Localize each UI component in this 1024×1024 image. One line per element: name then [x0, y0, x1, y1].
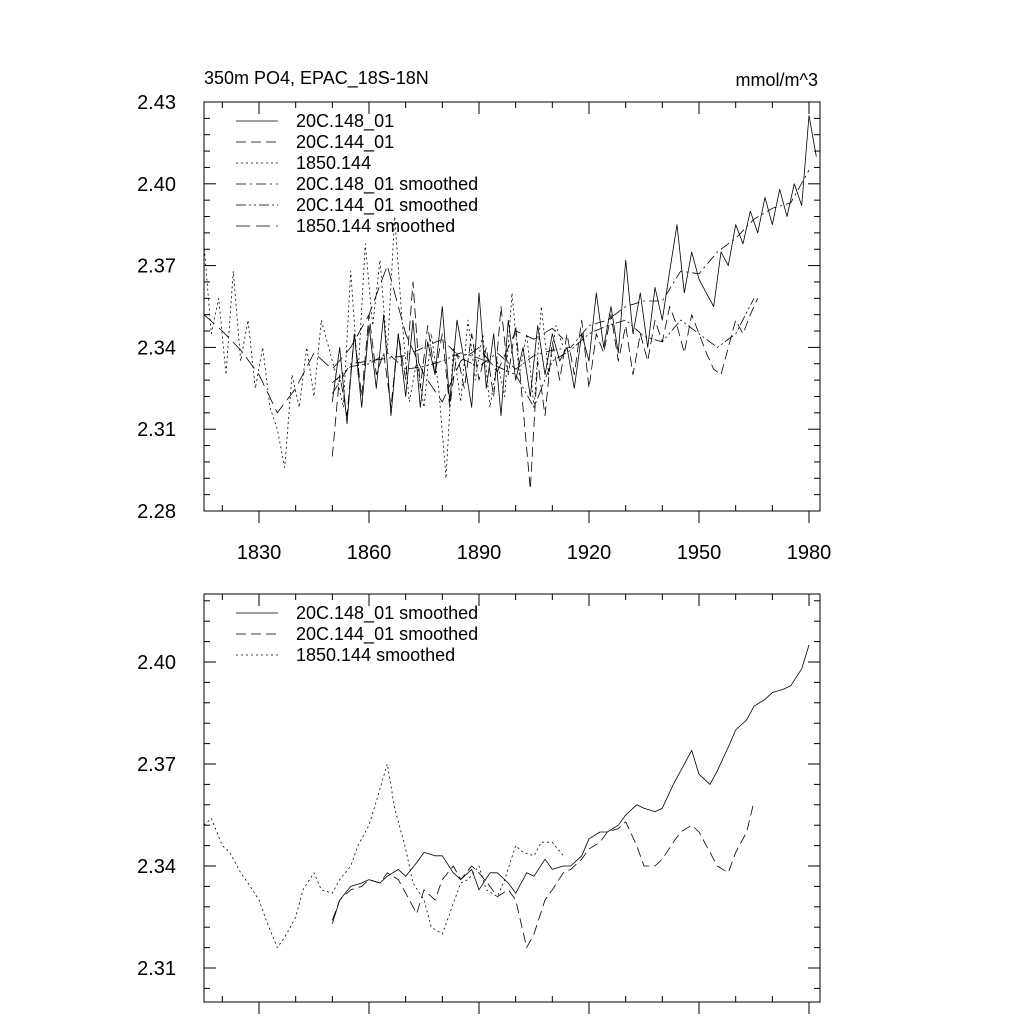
legend-label: 1850.144: [296, 153, 371, 173]
top-panel: 350m PO4, EPAC_18S-18N mmol/m^3 2.28 2.31…: [137, 68, 831, 564]
x-tick-label: 1980: [787, 542, 832, 564]
y-tick-label: 2.34: [137, 337, 176, 359]
legend-label: 20C.144_01 smoothed: [296, 624, 478, 645]
legend-label: 1850.144 smoothed: [296, 645, 455, 665]
y-tick-label: 2.43: [137, 92, 176, 114]
y-tick-label: 2.37: [137, 256, 176, 278]
legend-label: 1850.144 smoothed: [296, 216, 455, 236]
legend-label: 20C.148_01 smoothed: [296, 174, 478, 195]
series-line-20c-144-01: [331, 281, 759, 490]
plot-frame: [203, 101, 821, 512]
x-tick-label: 1830: [237, 542, 282, 564]
y-tick-label: 2.40: [137, 652, 176, 674]
y-tick-label: 2.37: [137, 754, 176, 776]
y-tick-label: 2.34: [137, 856, 176, 878]
top-plot-area: 2.28 2.31 2.34 2.37 2.40 2.43 1830 1860 1890 1920…: [137, 92, 831, 564]
series-line-20c-144-01-smoothed: [332, 298, 755, 408]
units-label: mmol/m^3: [736, 70, 818, 90]
series-line-1850-144: [203, 216, 564, 479]
legend-label: 20C.148_01 smoothed: [296, 603, 478, 624]
series-line-20c-148-01-smoothed: [331, 644, 810, 924]
legend-label: 20C.148_01: [296, 111, 394, 132]
series-line-20c-148-01: [331, 115, 817, 425]
plot-frame: [203, 593, 821, 1003]
legend-label: 20C.144_01: [296, 132, 394, 153]
bottom-panel: 2.31 2.34 2.37 2.40 20C.148_01 smoothed20C.1…: [137, 593, 821, 1014]
y-tick-label: 2.28: [137, 501, 176, 523]
x-tick-label: 1860: [347, 542, 392, 564]
series-line-1850-144-smoothed: [203, 265, 564, 414]
legend-label: 20C.144_01 smoothed: [296, 195, 478, 216]
y-tick-label: 2.31: [137, 958, 176, 980]
chart-title: 350m PO4, EPAC_18S-18N: [204, 68, 429, 89]
x-tick-label: 1920: [567, 542, 612, 564]
y-tick-label: 2.40: [137, 174, 176, 196]
x-tick-label: 1950: [677, 542, 722, 564]
x-tick-label: 1890: [457, 542, 502, 564]
series-line-1850-144-smoothed: [203, 763, 564, 948]
series-line-20c-144-01-smoothed: [331, 801, 755, 948]
y-tick-label: 2.31: [137, 419, 176, 441]
series-line-20c-148-01-smoothed: [331, 170, 810, 395]
bottom-plot-area: 2.31 2.34 2.37 2.40 20C.148_01 smoothed20C.1…: [137, 593, 821, 1014]
